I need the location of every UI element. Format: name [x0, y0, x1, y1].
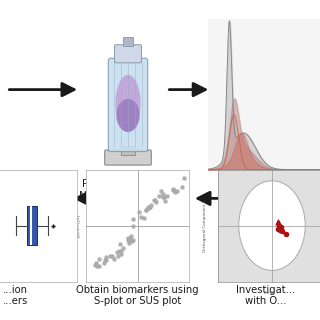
Point	[136, 210, 141, 215]
Point	[156, 193, 162, 198]
Text: Obtain biomarkers using
S-plot or SUS plot: Obtain biomarkers using S-plot or SUS pl…	[76, 285, 199, 307]
Point	[164, 193, 169, 198]
Point	[152, 197, 157, 203]
Point	[172, 189, 178, 194]
Point	[125, 237, 131, 242]
Point	[145, 204, 150, 209]
Point	[171, 186, 176, 191]
Point	[143, 208, 148, 213]
Point	[129, 238, 134, 244]
Point	[180, 184, 185, 189]
Point	[126, 241, 131, 246]
Point	[161, 195, 166, 200]
Point	[129, 233, 134, 238]
Point	[110, 253, 115, 259]
Point	[127, 236, 132, 241]
Point	[102, 257, 108, 262]
Point	[126, 239, 131, 244]
Point	[116, 248, 121, 253]
Text: Orthogonal Component 1: Orthogonal Component 1	[203, 200, 206, 252]
Point	[117, 242, 122, 247]
Point	[126, 235, 131, 240]
Point	[93, 262, 98, 268]
Point	[278, 225, 283, 230]
Text: Predic...: Predic...	[264, 291, 280, 294]
Ellipse shape	[116, 75, 140, 132]
Point	[115, 253, 120, 259]
Point	[160, 192, 165, 197]
PathPatch shape	[27, 206, 37, 245]
Text: ...mple: ...mple	[3, 179, 39, 189]
Point	[152, 197, 157, 203]
Point	[283, 231, 288, 236]
Point	[161, 195, 166, 200]
Point	[279, 228, 284, 233]
FancyBboxPatch shape	[115, 45, 141, 63]
Ellipse shape	[116, 99, 140, 132]
Point	[118, 248, 123, 253]
Point	[115, 249, 120, 254]
Point	[97, 257, 102, 262]
Bar	[123, 37, 133, 46]
Point	[172, 188, 177, 193]
Text: ...ion
...ers: ...ion ...ers	[3, 285, 28, 307]
Point	[175, 188, 180, 193]
Point	[130, 237, 135, 243]
Point	[138, 215, 143, 220]
Point	[181, 176, 187, 181]
Point	[162, 198, 167, 203]
Point	[159, 188, 164, 193]
Bar	[121, 146, 135, 155]
Text: Perform HR-MAS
NMR experiments: Perform HR-MAS NMR experiments	[78, 179, 171, 201]
Point	[94, 264, 100, 269]
Point	[119, 252, 124, 257]
FancyBboxPatch shape	[108, 58, 148, 152]
FancyBboxPatch shape	[105, 150, 151, 165]
Point	[278, 225, 283, 230]
Point	[276, 220, 281, 225]
Point	[278, 227, 283, 232]
Point	[148, 203, 154, 208]
Point	[276, 224, 282, 229]
Point	[148, 204, 153, 210]
Point	[97, 264, 102, 269]
Text: p(corr)[1]: p(corr)[1]	[75, 214, 80, 237]
Point	[107, 253, 112, 258]
Point	[130, 224, 135, 229]
Point	[154, 199, 159, 204]
Ellipse shape	[239, 181, 305, 270]
Point	[121, 245, 126, 251]
Point	[101, 260, 107, 265]
Point	[141, 215, 146, 220]
Point	[130, 217, 135, 222]
Point	[103, 254, 108, 259]
Point	[112, 257, 117, 262]
Text: p1: p1	[134, 289, 141, 294]
Text: Pre-proce...
NMR s...: Pre-proce... NMR s...	[233, 179, 292, 201]
Point	[143, 208, 148, 213]
Point	[171, 188, 176, 193]
Point	[93, 261, 98, 266]
Point	[104, 257, 109, 262]
Text: Investigat...
with O...: Investigat... with O...	[236, 285, 295, 307]
Point	[146, 205, 151, 210]
Point	[276, 227, 281, 232]
